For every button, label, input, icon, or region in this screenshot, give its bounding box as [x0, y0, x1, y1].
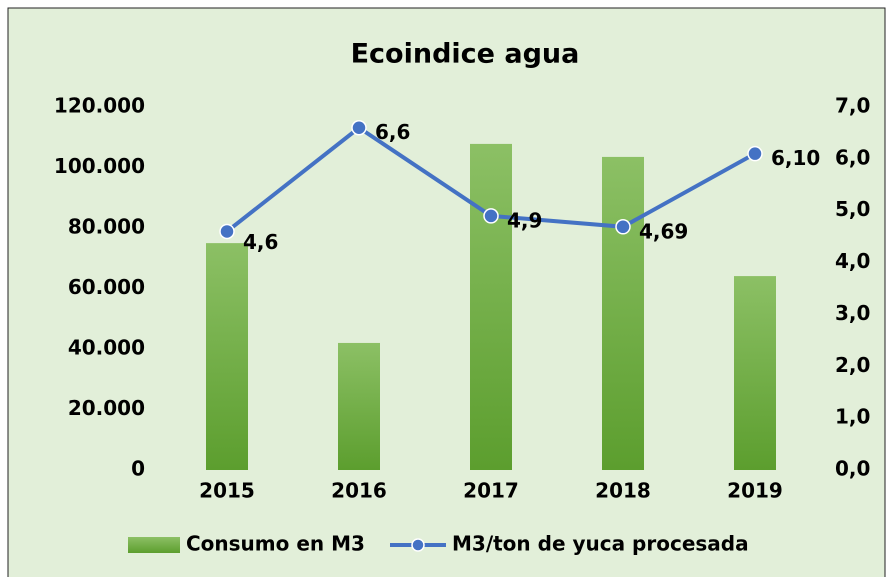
legend-label: M3/ton de yuca procesada: [452, 532, 749, 556]
y-tick-label: 80.000: [68, 215, 145, 239]
legend-swatch: [128, 537, 180, 553]
legend-marker: [411, 538, 425, 552]
y2-tick-label: 6,0: [835, 145, 870, 169]
bar: [470, 143, 512, 470]
data-label: 6,6: [375, 120, 410, 144]
x-tick-label: 2019: [727, 479, 783, 503]
y2-tick-label: 0,0: [835, 457, 870, 481]
legend-label: Consumo en M3: [186, 532, 365, 556]
y-tick-label: 40.000: [68, 336, 145, 360]
bar: [734, 276, 776, 470]
line-marker: [615, 219, 631, 235]
bar: [206, 243, 248, 470]
line-marker: [747, 145, 763, 162]
y2-tick-label: 5,0: [835, 197, 870, 221]
y-tick-label: 20.000: [68, 396, 145, 420]
y-tick-label: 100.000: [54, 154, 145, 178]
bar: [338, 342, 380, 470]
line-marker: [351, 119, 367, 136]
data-label: 4,9: [507, 208, 542, 232]
bar: [602, 156, 644, 470]
y2-tick-label: 7,0: [835, 94, 870, 118]
y2-tick-label: 2,0: [835, 353, 870, 377]
line-marker: [483, 208, 499, 224]
y-tick-label: 60.000: [68, 275, 145, 299]
data-label: 4,69: [639, 219, 688, 243]
x-tick-label: 2015: [199, 479, 255, 503]
y2-tick-label: 4,0: [835, 249, 870, 273]
chart-title: Ecoindice agua: [351, 39, 580, 70]
y-tick-label: 0: [131, 457, 145, 481]
x-tick-label: 2017: [463, 479, 519, 503]
legend: Consumo en M3 M3/ton de yuca procesada: [128, 532, 749, 556]
line-marker: [219, 223, 235, 240]
data-label: 4,6: [243, 230, 278, 254]
x-tick-label: 2016: [331, 479, 387, 503]
y-tick-label: 120.000: [54, 94, 145, 118]
data-label: 6,10: [771, 146, 820, 170]
y2-tick-label: 1,0: [835, 405, 870, 429]
y2-tick-label: 3,0: [835, 301, 870, 325]
x-tick-label: 2018: [595, 479, 651, 503]
